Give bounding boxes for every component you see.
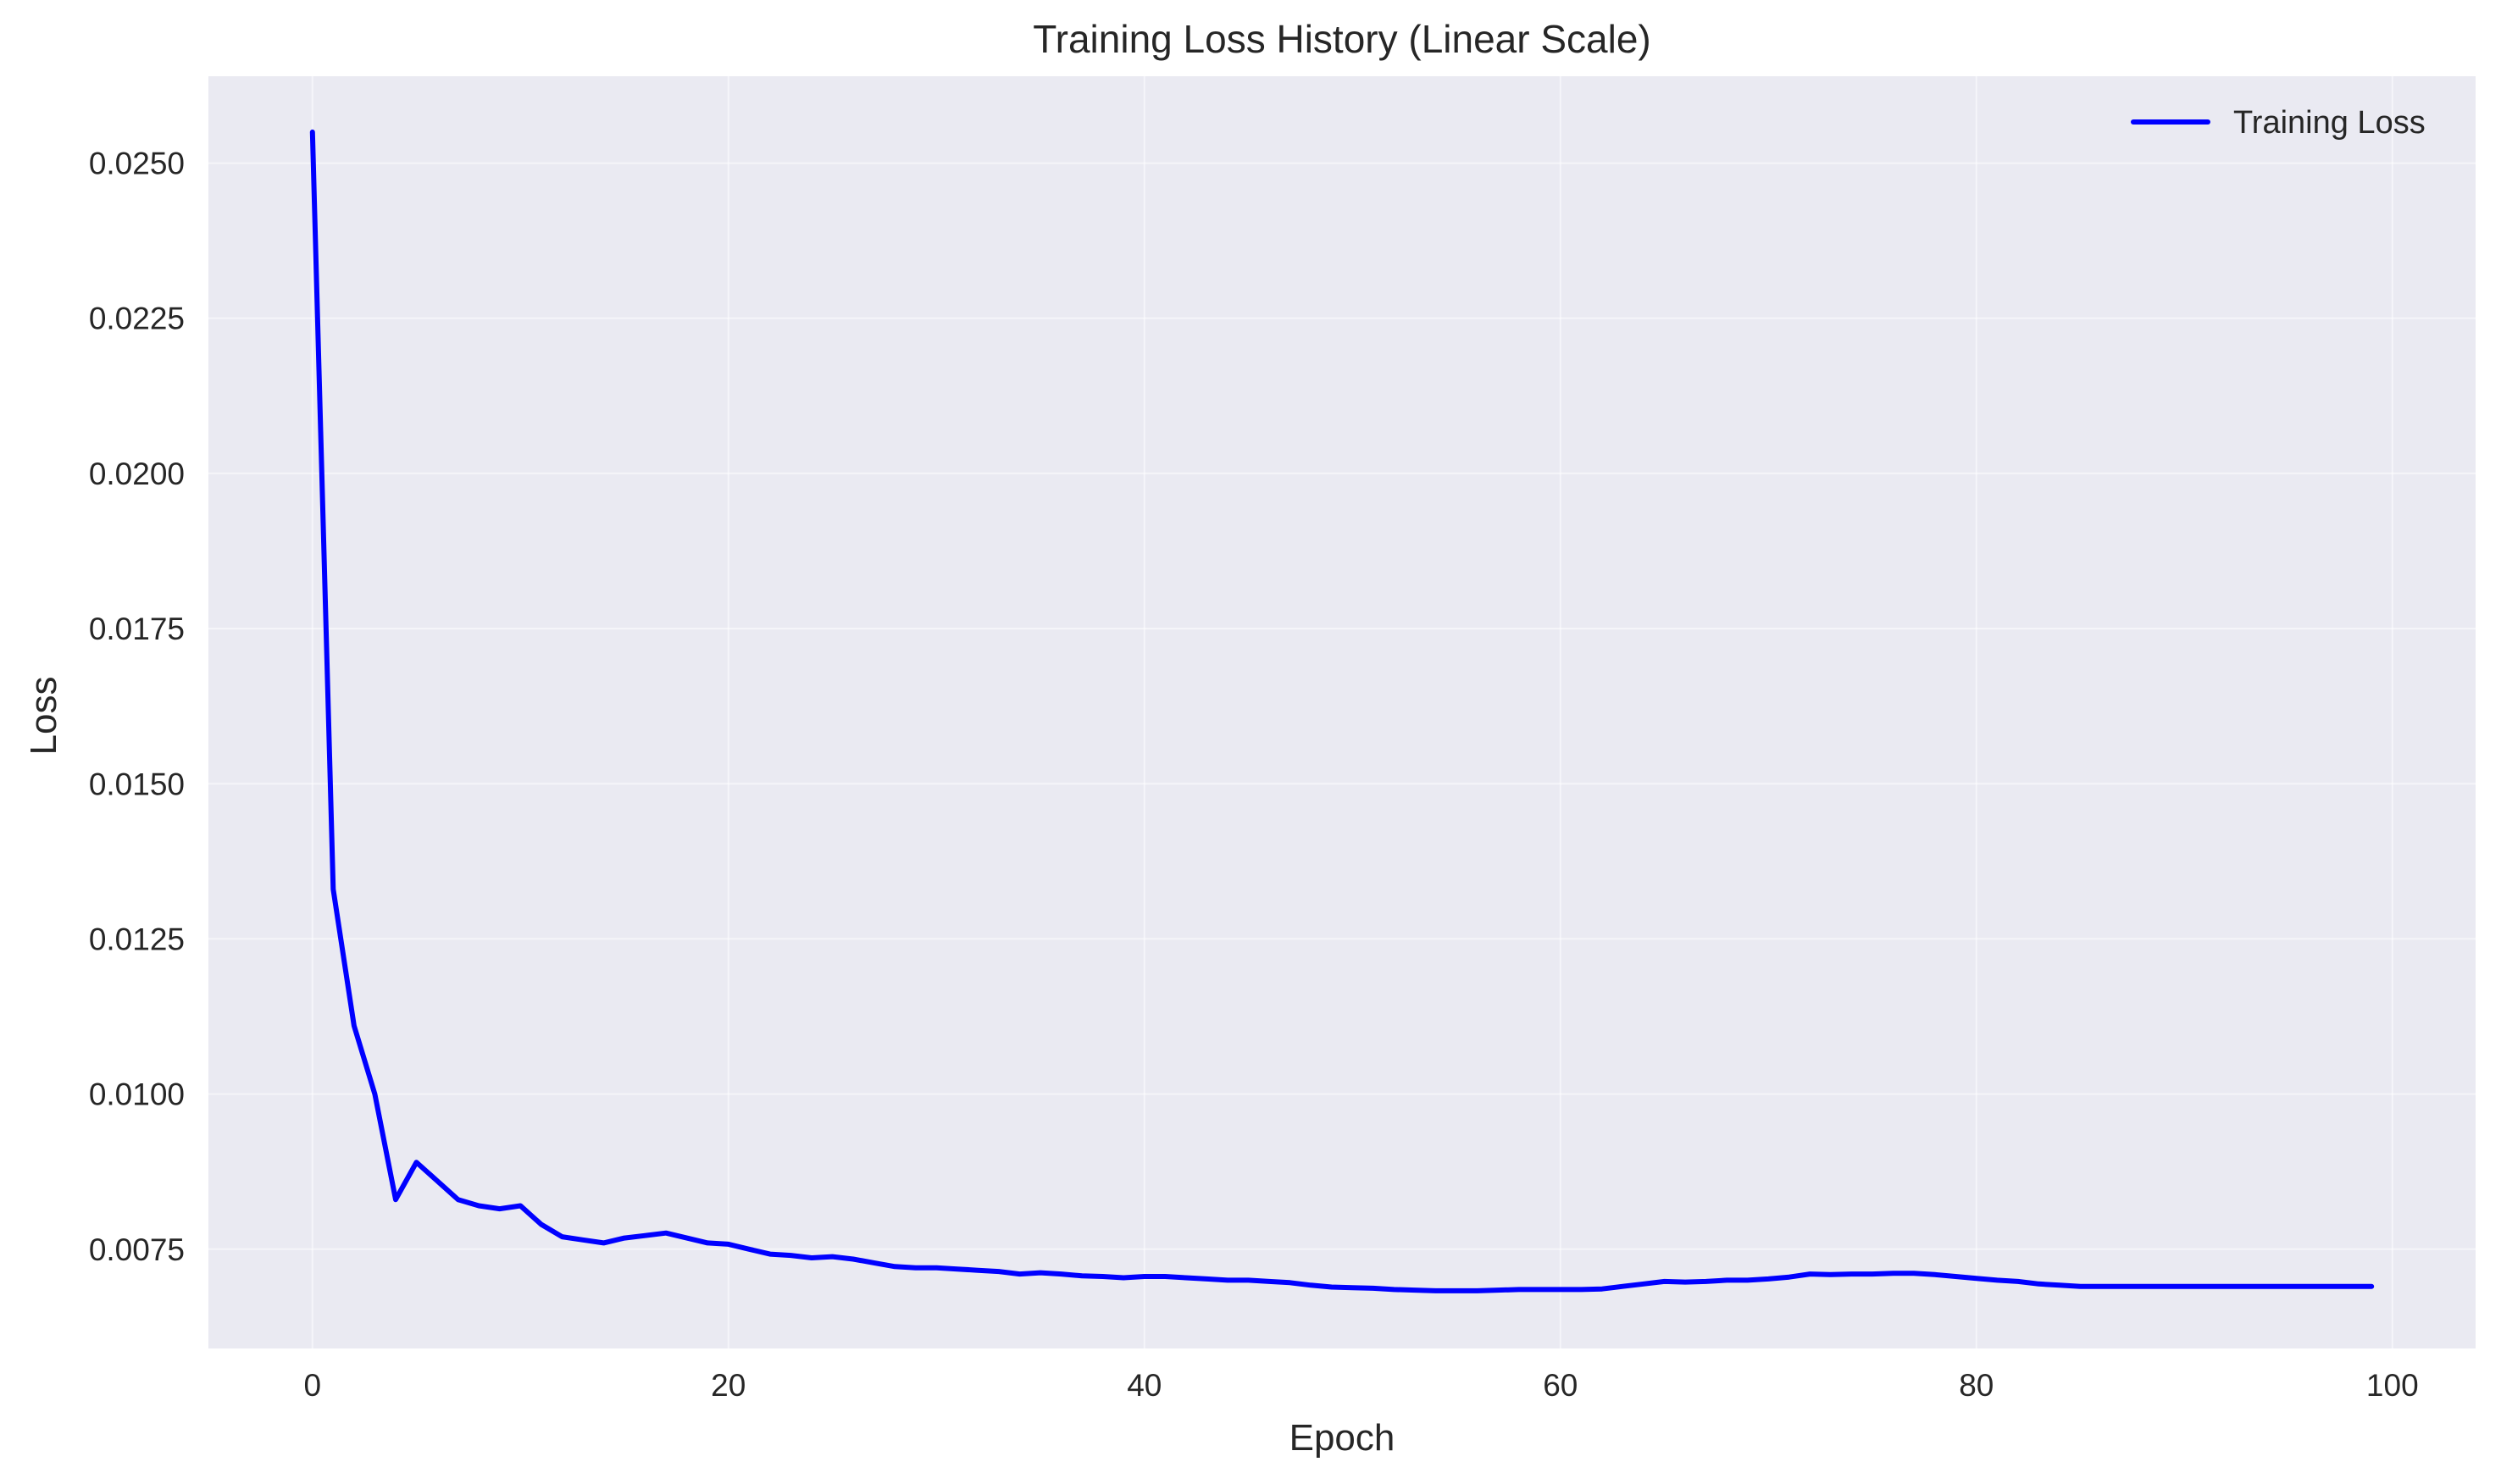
y-axis-label: Loss — [23, 677, 64, 756]
x-tick-label: 20 — [711, 1368, 746, 1403]
plot-area — [208, 76, 2476, 1348]
x-axis-ticks: 0 20 40 60 80 100 — [303, 1368, 2418, 1403]
legend: Training Loss — [2131, 105, 2426, 141]
y-tick-label: 0.0225 — [89, 302, 185, 336]
series-layer — [309, 129, 2375, 1293]
series-line-training-loss — [309, 129, 2375, 1293]
x-axis-label: Epoch — [1289, 1417, 1395, 1459]
y-tick-label: 0.0125 — [89, 922, 185, 956]
x-tick-label: 40 — [1127, 1368, 1162, 1403]
x-tick-label: 80 — [1959, 1368, 1994, 1403]
y-tick-label: 0.0175 — [89, 612, 185, 646]
y-axis-ticks: 0.0075 0.0100 0.0125 0.0150 0.0175 0.0200 0.02… — [89, 147, 185, 1267]
y-tick-label: 0.0250 — [89, 147, 185, 181]
y-tick-label: 0.0150 — [89, 767, 185, 801]
chart-title: Training Loss History (Linear Scale) — [1033, 17, 1650, 61]
x-tick-label: 0 — [303, 1368, 321, 1403]
x-tick-label: 60 — [1543, 1368, 1578, 1403]
y-tick-label: 0.0075 — [89, 1232, 185, 1267]
y-tick-label: 0.0200 — [89, 457, 185, 491]
y-tick-label: 0.0100 — [89, 1077, 185, 1112]
x-tick-label: 100 — [2366, 1368, 2419, 1403]
legend-label-training-loss: Training Loss — [2233, 105, 2426, 141]
grid-lines — [208, 76, 2476, 1348]
